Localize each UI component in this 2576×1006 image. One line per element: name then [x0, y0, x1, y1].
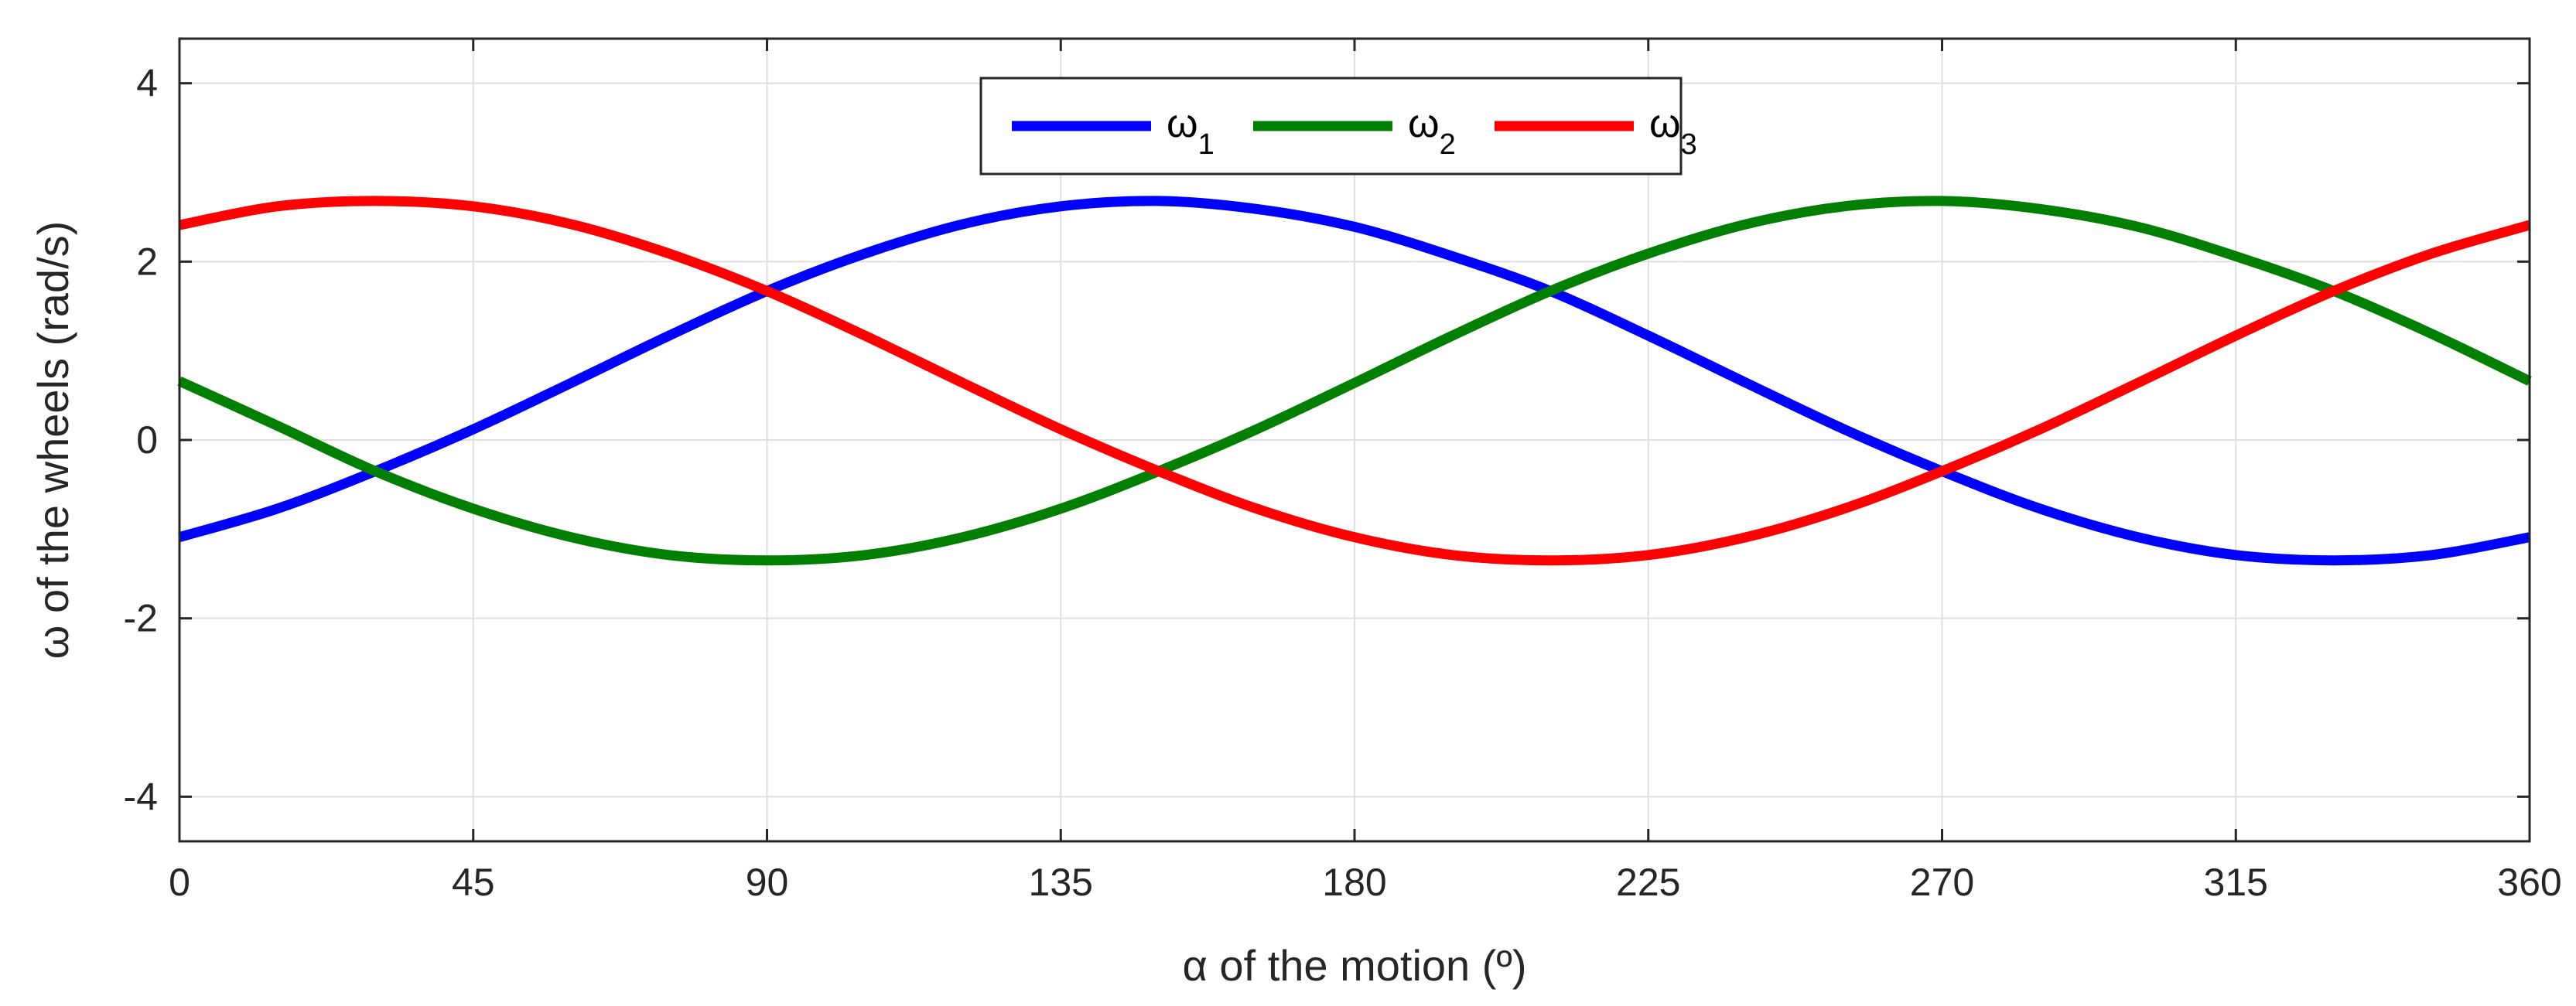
y-tick-label: -2 [124, 597, 158, 640]
y-tick-label: 0 [136, 418, 158, 462]
x-tick-label: 135 [1029, 861, 1093, 904]
x-tick-label: 180 [1322, 861, 1386, 904]
x-axis-title: α of the motion (º) [1183, 941, 1527, 990]
series-line-2 [177, 196, 2532, 566]
series-line-3 [178, 196, 2531, 566]
x-tick-label: 90 [746, 861, 789, 904]
x-tick-label: 360 [2497, 861, 2561, 904]
x-tick-label: 45 [452, 861, 495, 904]
axes [178, 37, 2531, 843]
y-tick-label: 2 [136, 240, 158, 283]
y-tick-label: -4 [124, 775, 158, 818]
x-tick-label: 315 [2204, 861, 2268, 904]
x-tick-label: 0 [169, 861, 190, 904]
y-tick-label: 4 [136, 62, 158, 105]
series-group [177, 196, 2532, 566]
x-tick-label: 225 [1616, 861, 1680, 904]
series-line-1 [178, 196, 2531, 566]
x-tick-label: 270 [1910, 861, 1974, 904]
legend: ω1 ω2 ω3 [979, 77, 1697, 176]
y-axis-title: ω of the wheels (rad/s) [29, 221, 77, 660]
tick-labels: 0 45 90 135 180 225 270 315 360 -4 -2 0 2 4 [124, 62, 2562, 904]
